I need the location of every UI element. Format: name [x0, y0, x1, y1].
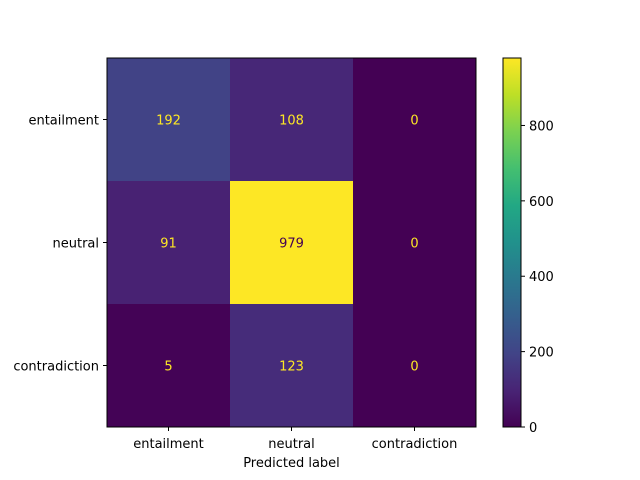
heatmap-cell [230, 181, 354, 305]
heatmap-cell [230, 304, 354, 428]
cell-value-label: 5 [164, 360, 172, 375]
cell-value-label: 123 [279, 360, 304, 375]
y-tick-label: contradiction [13, 360, 99, 375]
cell-value-label: 0 [410, 114, 418, 129]
x-tick-label: contradiction [372, 437, 458, 452]
heatmap-cell [353, 58, 477, 182]
cell-value-label: 108 [279, 114, 304, 129]
colorbar-tick-label: 200 [529, 346, 554, 361]
heatmap-cell [353, 181, 477, 305]
heatmap-cell [107, 181, 231, 305]
colorbar-gradient [503, 58, 521, 427]
heatmap-cell [353, 304, 477, 428]
colorbar-tick-label: 400 [529, 270, 554, 285]
cell-annotations: 192 108 0 91 979 0 5 123 0 [156, 114, 419, 375]
heatmap-cell [107, 304, 231, 428]
y-tick-label: neutral [53, 237, 100, 252]
cell-value-label: 979 [279, 237, 304, 252]
cell-value-label: 0 [410, 360, 418, 375]
colorbar-tick-label: 0 [529, 421, 537, 436]
cell-value-label: 0 [410, 237, 418, 252]
x-tick-label: entailment [133, 437, 204, 452]
x-tick-label: neutral [268, 437, 315, 452]
colorbar-tick-label: 800 [529, 119, 554, 134]
axes: entailment neutral contradiction entailment… [13, 57, 477, 452]
heatmap-cell [107, 58, 231, 182]
heatmap-cell [230, 58, 354, 182]
cell-value-label: 91 [160, 237, 177, 252]
x-axis-label: Predicted label [243, 456, 340, 471]
y-tick-label: entailment [28, 114, 99, 129]
colorbar: 0 200 400 600 800 [502, 57, 554, 436]
colorbar-frame [502, 57, 522, 428]
cell-value-label: 192 [156, 114, 181, 129]
heatmap-cells [107, 58, 477, 428]
colorbar-tick-label: 600 [529, 195, 554, 210]
